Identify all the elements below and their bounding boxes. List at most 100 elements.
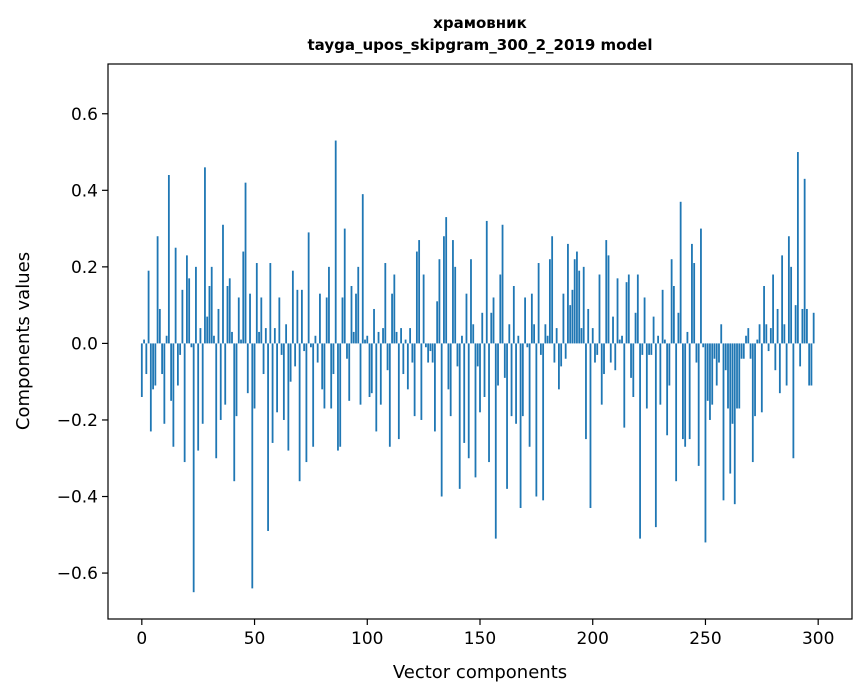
bar-168 (519, 343, 522, 508)
bar-27 (201, 343, 204, 424)
bar-62 (280, 343, 283, 355)
bar-149 (476, 343, 479, 367)
bar-71 (300, 289, 303, 344)
bar-214 (623, 343, 626, 428)
bar-141 (458, 343, 461, 489)
bar-162 (506, 343, 508, 489)
bar-288 (790, 266, 793, 344)
bar-151 (481, 312, 484, 344)
bar-1 (143, 339, 145, 344)
bar-91 (346, 343, 348, 359)
bar-239 (679, 201, 682, 344)
bar-87 (337, 343, 339, 451)
bar-277 (765, 324, 768, 344)
bar-210 (614, 343, 617, 371)
bar-147 (472, 324, 475, 344)
bar-95 (355, 293, 357, 344)
bar-18 (181, 289, 184, 344)
bar-166 (515, 343, 517, 424)
bar-196 (582, 266, 585, 344)
bar-173 (530, 293, 533, 344)
bar-34 (217, 308, 220, 344)
bar-218 (632, 343, 635, 397)
bar-201 (594, 343, 596, 363)
bar-206 (605, 240, 608, 344)
bar-194 (578, 270, 581, 344)
bar-235 (670, 259, 673, 344)
bar-19 (183, 343, 186, 463)
bar-167 (517, 335, 520, 344)
bar-208 (609, 343, 612, 363)
bar-67 (291, 270, 294, 344)
bar-172 (528, 343, 531, 447)
bar-41 (233, 343, 236, 482)
bar-25 (197, 343, 200, 451)
bar-260 (727, 343, 729, 409)
bar-127 (427, 343, 430, 363)
bar-285 (783, 324, 786, 344)
bar-90 (343, 228, 346, 344)
bar-33 (215, 343, 218, 459)
bar-24 (195, 266, 197, 344)
bar-270 (749, 343, 752, 359)
bar-156 (492, 297, 495, 344)
bar-121 (413, 343, 416, 417)
bar-63 (282, 343, 285, 420)
x-tick-label: 200 (577, 629, 609, 649)
bar-262 (731, 343, 734, 424)
bar-193 (576, 251, 578, 344)
bar-68 (294, 343, 297, 367)
bar-3 (147, 270, 150, 344)
bar-279 (769, 328, 772, 344)
bar-255 (715, 343, 718, 386)
bar-66 (289, 343, 292, 382)
bar-226 (650, 343, 653, 355)
bar-56 (267, 343, 269, 531)
bar-155 (490, 312, 493, 344)
bar-271 (751, 343, 754, 463)
bar-198 (587, 308, 590, 344)
bar-14 (172, 343, 175, 447)
y-tick-label: 0.4 (71, 181, 98, 201)
bar-103 (373, 308, 375, 344)
bar-82 (325, 297, 328, 344)
bar-245 (693, 263, 696, 344)
bar-131 (436, 301, 439, 344)
bar-78 (316, 343, 319, 363)
bar-75 (310, 343, 312, 348)
bar-81 (323, 343, 326, 409)
bar-37 (224, 343, 227, 405)
bar-94 (352, 331, 355, 344)
bar-152 (483, 343, 486, 397)
bar-273 (756, 339, 759, 344)
bar-49 (251, 343, 254, 589)
bar-254 (713, 343, 716, 359)
bar-15 (174, 247, 177, 344)
bar-253 (711, 343, 714, 405)
bar-189 (567, 243, 569, 344)
bar-60 (276, 343, 278, 413)
bar-106 (379, 343, 382, 405)
bar-263 (733, 343, 736, 505)
bar-43 (237, 297, 240, 344)
bar-181 (548, 259, 551, 344)
bar-8 (158, 308, 161, 344)
bar-136 (447, 343, 450, 390)
bar-100 (366, 335, 369, 344)
bar-70 (298, 343, 301, 482)
bar-246 (695, 343, 698, 363)
x-tick-label: 150 (464, 629, 496, 649)
y-tick-label: −0.4 (57, 488, 98, 508)
bar-257 (720, 324, 723, 344)
bar-280 (772, 274, 774, 344)
bar-264 (736, 343, 738, 409)
bar-61 (278, 297, 281, 344)
y-tick-label: −0.6 (57, 564, 98, 584)
bar-250 (704, 343, 707, 543)
bar-135 (445, 217, 448, 344)
bar-256 (718, 343, 720, 363)
bar-187 (562, 293, 565, 344)
bar-80 (321, 343, 324, 390)
bar-222 (641, 343, 644, 355)
